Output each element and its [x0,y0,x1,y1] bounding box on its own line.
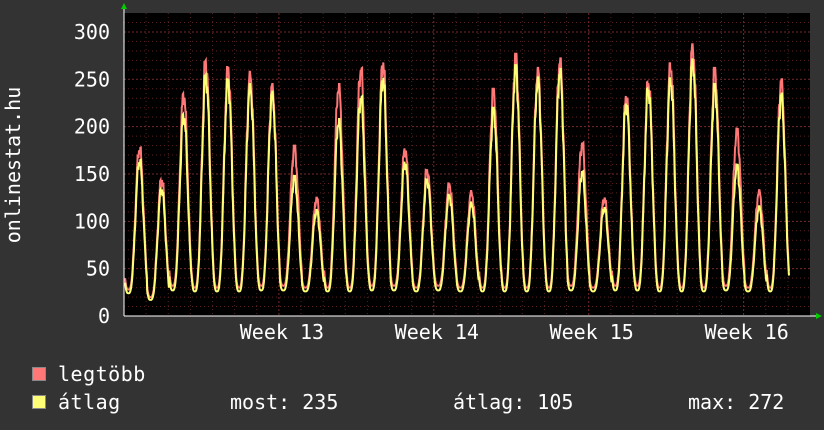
y-tick-label: 100 [74,209,110,233]
x-tick-labels: Week 13 Week 14 Week 15 Week 16 [240,320,789,344]
stat-average: átlag: 105 [453,390,574,414]
stat-now: most: 235 [230,390,339,414]
series-layer [124,43,790,301]
series-line-avg [124,58,790,301]
y-axis-arrow-icon [121,3,127,9]
y-tick-label: 0 [98,304,110,328]
plot-area [124,13,810,316]
legend-item-avg: átlag [32,390,121,414]
x-tick-label: Week 13 [240,320,324,344]
x-tick-label: Week 15 [550,320,634,344]
y-tick-label: 200 [74,115,110,139]
legend-label-avg: átlag [58,390,121,414]
y-tick-label: 150 [74,162,110,186]
legend-label-max: legtöbb [58,362,146,386]
y-axis-label: onlinestat.hu [1,87,25,244]
stat-max: max: 272 [688,390,785,414]
y-tick-label: 300 [74,20,110,44]
x-tick-label: Week 16 [704,320,788,344]
legend-swatch-avg [32,395,46,409]
x-axis-arrow-icon [816,313,822,319]
legend-swatch-max [32,367,46,381]
legend-item-max: legtöbb [32,362,146,386]
x-tick-label: Week 14 [395,320,479,344]
y-tick-label: 50 [86,257,110,281]
y-tick-labels: 0 50 100 150 200 250 300 [74,20,110,328]
axes [121,3,822,319]
y-tick-label: 250 [74,67,110,91]
